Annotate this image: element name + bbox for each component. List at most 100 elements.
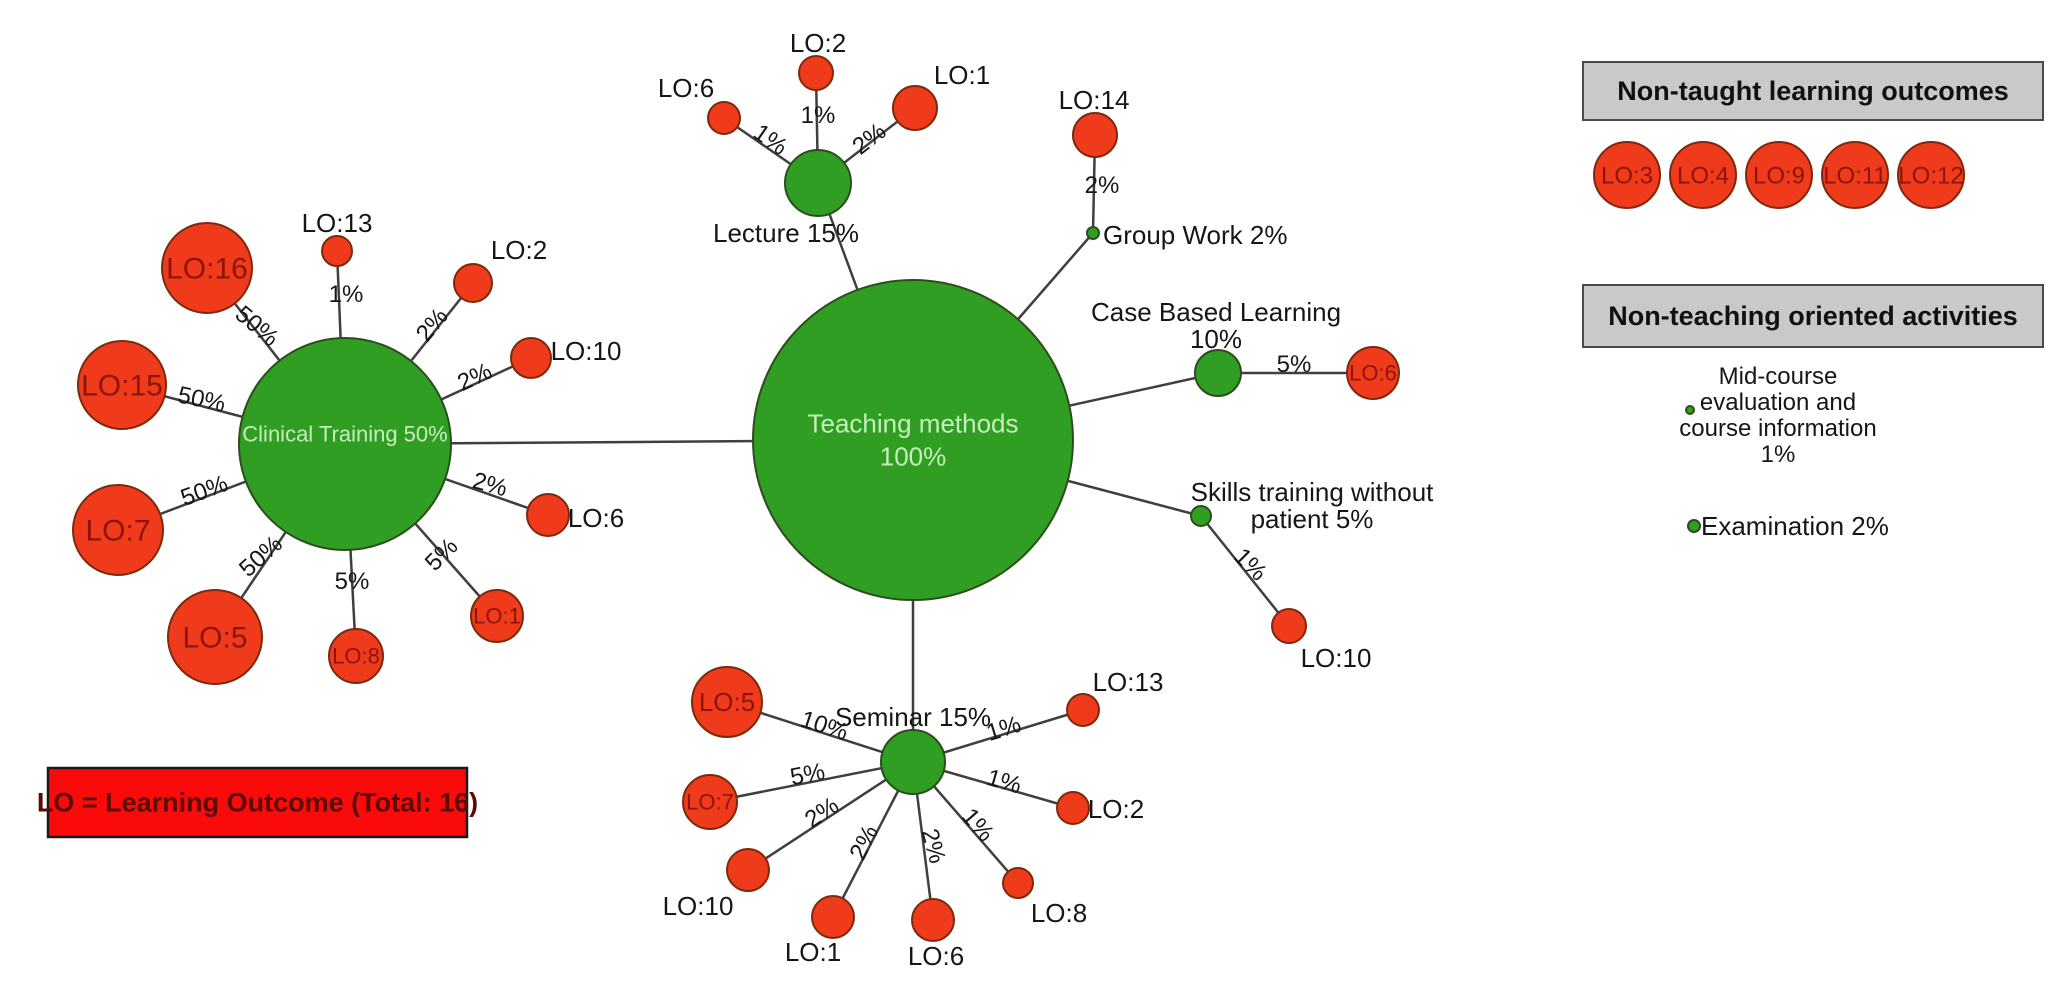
label-ct-lo16: LO:16 (166, 253, 248, 286)
node-sk-lo10 (1271, 608, 1307, 644)
edge-label-seminar-sem-lo10: 2% (800, 792, 844, 834)
label-skills: Skills training without (1191, 477, 1435, 507)
node-lec-lo2 (798, 55, 834, 91)
label-midcourse: 1% (1761, 441, 1796, 468)
edge-label-clinical-ct-lo15: 50% (175, 381, 228, 417)
node-sem-lo7 (682, 774, 738, 830)
label-clinical: Clinical Training 50% (242, 422, 447, 447)
label-sem-lo10: LO:10 (663, 891, 734, 921)
label-skills: patient 5% (1251, 504, 1374, 534)
node-teaching (752, 279, 1074, 601)
label-sem-lo5: LO:5 (699, 687, 755, 717)
edge-label-clinical-ct-lo7: 50% (177, 470, 231, 512)
node-sem-lo10 (726, 848, 770, 892)
label-lec-lo2: LO:2 (790, 28, 846, 58)
label-midcourse: course information (1679, 415, 1876, 442)
node-nt-lo12 (1897, 141, 1965, 209)
node-sem-lo1 (811, 895, 855, 939)
node-ct-lo7 (72, 484, 164, 576)
edge-label-clinical-ct-lo5: 50% (234, 530, 288, 582)
header-box-non-taught (1582, 61, 2044, 121)
node-sem-lo8 (1002, 867, 1034, 899)
label-ct-lo8: LO:8 (332, 644, 380, 669)
label-ct-lo5: LO:5 (182, 622, 247, 655)
node-gw-lo14 (1072, 112, 1118, 158)
node-skills (1190, 505, 1212, 527)
label-cbl: 10% (1190, 324, 1242, 354)
node-groupwork (1086, 226, 1100, 240)
label-exam: Examination 2% (1701, 511, 1889, 541)
node-ct-lo8 (328, 628, 384, 684)
label-nt-lo11: LO:11 (1823, 162, 1887, 189)
edge-label-seminar-sem-lo6: 2% (916, 826, 951, 866)
node-cbl (1194, 349, 1242, 397)
node-nt-lo9 (1745, 141, 1813, 209)
header-title-non-teaching: Non-teaching oriented activities (1608, 301, 2018, 331)
node-ct-lo1 (470, 589, 524, 643)
label-sem-lo13: LO:13 (1093, 667, 1164, 697)
label-ct-lo1: LO:1 (473, 604, 521, 629)
node-ct-lo2 (453, 263, 493, 303)
edge-label-clinical-ct-lo2: 2% (411, 303, 454, 347)
node-exam (1687, 519, 1701, 533)
label-cbl-lo6: LO:6 (1349, 361, 1397, 386)
label-lec-lo6: LO:6 (658, 73, 714, 103)
label-sk-lo10: LO:10 (1301, 643, 1372, 673)
label-nt-lo9: LO:9 (1753, 162, 1805, 189)
node-lec-lo1 (892, 85, 938, 131)
header-box-non-teaching (1582, 284, 2044, 348)
label-lecture: Lecture 15% (713, 218, 859, 248)
edge-label-groupwork-gw-lo14: 2% (1085, 172, 1120, 199)
node-ct-lo10 (510, 337, 552, 379)
node-ct-lo15 (77, 340, 167, 430)
edge-label-lecture-lec-lo6: 1% (748, 119, 792, 161)
label-midcourse: Mid-course (1719, 363, 1838, 390)
label-ct-lo15: LO:15 (81, 370, 163, 403)
label-groupwork: Group Work 2% (1103, 220, 1287, 250)
edge-seminar-sem-lo7 (709, 760, 914, 804)
edge-label-seminar-sem-lo7: 5% (788, 758, 827, 791)
label-ct-lo7: LO:7 (85, 515, 150, 548)
label-sem-lo8: LO:8 (1031, 898, 1087, 928)
node-ct-lo5 (167, 589, 263, 685)
node-sem-lo2 (1056, 791, 1090, 825)
label-ct-lo10: LO:10 (551, 336, 622, 366)
label-gw-lo14: LO:14 (1059, 85, 1130, 115)
node-lec-lo6 (707, 101, 741, 135)
node-lecture (784, 149, 852, 217)
edge-label-skills-sk-lo10: 1% (1228, 543, 1272, 587)
label-teaching: Teaching methods (807, 409, 1018, 439)
label-cbl: Case Based Learning (1091, 297, 1341, 327)
node-sem-lo5 (691, 666, 763, 738)
edge-label-cbl-cbl-lo6: 5% (1277, 351, 1312, 378)
label-sem-lo6: LO:6 (908, 941, 964, 971)
label-seminar: Seminar 15% (835, 702, 991, 732)
node-nt-lo3 (1593, 141, 1661, 209)
node-nt-lo4 (1669, 141, 1737, 209)
label-sem-lo7: LO:7 (686, 790, 734, 815)
label-sem-lo1: LO:1 (785, 937, 841, 967)
legend-text: LO = Learning Outcome (Total: 16) (37, 788, 478, 818)
node-seminar (880, 729, 946, 795)
legend-box (46, 766, 469, 839)
edge-skills-sk-lo10 (1200, 515, 1290, 627)
label-nt-lo4: LO:4 (1677, 162, 1729, 189)
node-nt-lo11 (1821, 141, 1889, 209)
label-ct-lo2: LO:2 (491, 235, 547, 265)
label-nt-lo12: LO:12 (1898, 162, 1963, 189)
label-teaching: 100% (880, 442, 947, 472)
edge-label-clinical-ct-lo13: 1% (329, 281, 364, 308)
node-sem-lo13 (1066, 693, 1100, 727)
edge-label-seminar-sem-lo2: 1% (984, 764, 1025, 800)
nodes-layer (72, 55, 1965, 942)
label-midcourse: evaluation and (1700, 389, 1856, 416)
node-ct-lo6 (526, 493, 570, 537)
label-lec-lo1: LO:1 (934, 60, 990, 90)
edge-label-seminar-sem-lo8: 1% (956, 803, 999, 847)
edge-label-clinical-ct-lo6: 2% (470, 467, 510, 502)
label-nt-lo3: LO:3 (1601, 162, 1653, 189)
node-ct-lo13 (321, 235, 353, 267)
node-sem-lo6 (911, 898, 955, 942)
